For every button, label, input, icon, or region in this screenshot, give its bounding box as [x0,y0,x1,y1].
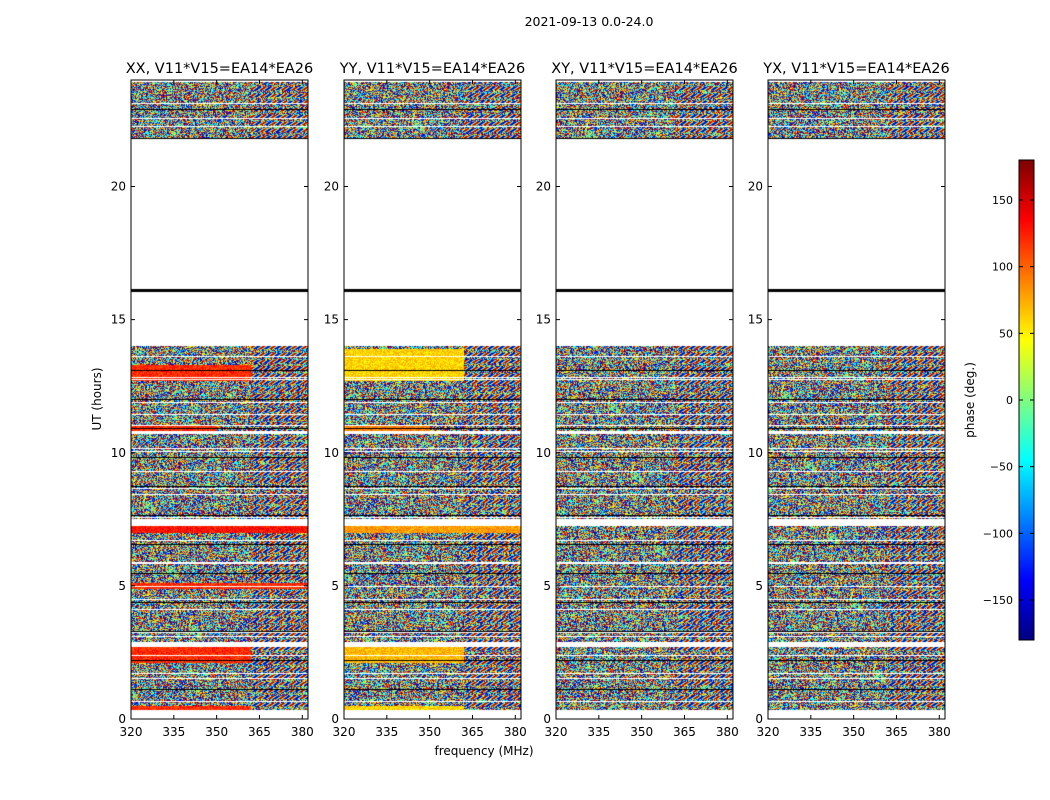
panels: XX, V11*V15=EA14*EA26 320 335 350 365 380 0 5 10… [111,61,951,739]
panel-title: XX, V11*V15=EA14*EA26 [126,61,314,77]
y-tick-label: 5 [118,579,126,593]
y-tick-label: 15 [324,313,339,327]
x-tick-label: 335 [799,725,822,739]
shared-x-axis-label: frequency (MHz) [434,744,533,758]
colorbar-tick-label: −100 [983,527,1013,540]
x-tick-label: 365 [248,725,271,739]
x-tick-label: 320 [757,725,780,739]
x-tick-label: 320 [545,725,568,739]
x-tick-label: 365 [673,725,696,739]
panel-0: XX, V11*V15=EA14*EA26 320 335 350 365 380 0 5 10… [111,61,314,739]
y-tick-label: 15 [748,313,763,327]
colorbar-tick-label: 50 [999,327,1013,340]
y-tick-label: 10 [536,446,551,460]
x-tick-label: 350 [205,725,228,739]
panel-title: YX, V11*V15=EA14*EA26 [762,61,949,77]
phase-heatmap [131,80,308,719]
panel-3: YX, V11*V15=EA14*EA26 320 335 350 365 380 0 5 10… [748,61,951,739]
y-tick-label: 10 [324,446,339,460]
x-tick-label: 380 [504,725,527,739]
axes-frame [555,79,734,720]
axes-frame [767,79,946,720]
colorbar-tick-label: 0 [1006,394,1013,407]
y-tick-label: 5 [755,579,763,593]
axes-frame [343,79,522,720]
x-tick-label: 350 [842,725,865,739]
x-tick-label: 365 [885,725,908,739]
figure-suptitle: 2021-09-13 0.0-24.0 [525,14,654,29]
x-tick-label: 335 [587,725,610,739]
x-tick-label: 380 [928,725,951,739]
y-tick-label: 20 [111,180,126,194]
y-tick-label: 10 [111,446,126,460]
x-tick-label: 350 [418,725,441,739]
phase-heatmap [344,80,521,719]
y-axis-label: UT (hours) [90,367,104,430]
phase-heatmap [768,80,945,719]
y-tick-label: 20 [536,180,551,194]
x-tick-label: 335 [375,725,398,739]
y-tick-label: 5 [543,579,551,593]
y-tick-label: 15 [536,313,551,327]
y-tick-label: 20 [324,180,339,194]
x-tick-label: 320 [120,725,143,739]
y-tick-label: 0 [755,712,763,726]
y-tick-label: 10 [748,446,763,460]
axes-frame [130,79,309,720]
x-tick-label: 380 [291,725,314,739]
y-tick-label: 0 [331,712,339,726]
colorbar-tick-label: 100 [992,261,1013,274]
colorbar-label: phase (deg.) [963,362,977,438]
colorbar-tick-label: 150 [992,194,1013,207]
colorbar-ticks: 150 100 50 0 −50 −100 −150 [983,194,1034,607]
y-tick-label: 15 [111,313,126,327]
x-tick-label: 335 [162,725,185,739]
panel-1: YY, V11*V15=EA14*EA26 320 335 350 365 380 0 5 10… [324,61,527,739]
x-tick-label: 365 [461,725,484,739]
colorbar-tick-label: −50 [990,461,1013,474]
y-tick-label: 20 [748,180,763,194]
y-tick-label: 5 [331,579,339,593]
colorbar-tick-label: −150 [983,594,1013,607]
panel-title: YY, V11*V15=EA14*EA26 [339,61,525,77]
phase-heatmap [556,80,733,719]
y-tick-label: 0 [543,712,551,726]
panel-title: XY, V11*V15=EA14*EA26 [551,61,737,77]
y-tick-label: 0 [118,712,126,726]
panel-2: XY, V11*V15=EA14*EA26 320 335 350 365 380 0 5 10… [536,61,739,739]
x-tick-label: 350 [630,725,653,739]
x-tick-label: 380 [716,725,739,739]
x-tick-label: 320 [333,725,356,739]
colorbar: 150 100 50 0 −50 −100 −150 phase (deg.) [963,159,1035,641]
